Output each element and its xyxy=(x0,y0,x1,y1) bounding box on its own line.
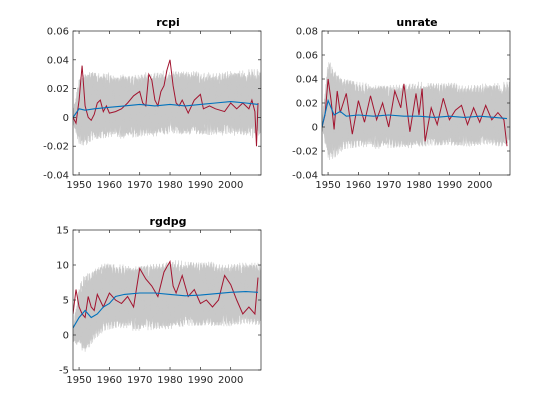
series-simulation-draws xyxy=(73,69,261,146)
y-tick-label: 5 xyxy=(63,296,69,307)
y-tick-label: 0.04 xyxy=(47,55,69,66)
simulation-draw-line xyxy=(322,80,510,148)
y-tick-label: -5 xyxy=(59,366,69,377)
x-tick-label: 2000 xyxy=(218,180,243,191)
series-mean-line xyxy=(73,291,259,329)
series-mean-line xyxy=(322,98,508,128)
x-tick-label: 2000 xyxy=(218,375,243,386)
y-tick-label: 0 xyxy=(312,123,318,134)
series-actual-line xyxy=(322,78,508,147)
series-mean-line xyxy=(73,101,259,118)
y-tick-label: -0.04 xyxy=(43,171,69,182)
x-tick-label: 1990 xyxy=(188,375,213,386)
subplot-title: unrate xyxy=(396,16,437,29)
x-tick-label: 1970 xyxy=(127,180,152,191)
series-simulation-draws xyxy=(322,62,510,161)
y-tick-label: 0 xyxy=(63,331,69,342)
y-tick-label: 0.02 xyxy=(47,84,69,95)
x-tick-label: 1970 xyxy=(127,375,152,386)
x-tick-label: 1950 xyxy=(66,375,91,386)
series-simulation-draws xyxy=(73,260,261,352)
y-tick-label: 0.04 xyxy=(296,75,318,86)
y-tick-label: -0.02 xyxy=(292,147,318,158)
subplot-title: rcpi xyxy=(156,16,180,29)
plot-area xyxy=(73,259,261,352)
series-actual-line xyxy=(73,259,259,319)
plot-area xyxy=(73,59,261,147)
x-tick-label: 1970 xyxy=(376,180,401,191)
y-tick-label: 10 xyxy=(56,261,69,272)
y-tick-label: -0.02 xyxy=(43,142,69,153)
x-tick-label: 1960 xyxy=(346,180,371,191)
x-tick-label: 1990 xyxy=(188,180,213,191)
subplot-rgdpg: rgdpg 1950 1960 1970 1980 1990 2000 -5 0 5 10 15 xyxy=(56,215,262,386)
x-tick-label: 1980 xyxy=(157,375,182,386)
x-tick-label: 1990 xyxy=(437,180,462,191)
subplot-rcpi: rcpi 1950 1960 1970 1980 1990 2000 -0.04 -0.02 0… xyxy=(43,16,262,191)
x-tick-label: 1960 xyxy=(97,375,122,386)
x-tick-label: 1980 xyxy=(157,180,182,191)
subplot-unrate: unrate 1950 1960 1970 1980 1990 2000 -0.04 -0.0… xyxy=(292,16,511,191)
y-tick-label: 15 xyxy=(56,226,69,237)
y-tick-label: 0.08 xyxy=(296,27,318,38)
y-tick-label: 0 xyxy=(63,113,69,124)
y-tick-label: 0.02 xyxy=(296,99,318,110)
x-tick-label: 1980 xyxy=(406,180,431,191)
subplot-title: rgdpg xyxy=(150,215,187,228)
axes-frame xyxy=(72,30,262,176)
x-tick-label: 1950 xyxy=(315,180,340,191)
x-tick-label: 2000 xyxy=(467,180,492,191)
y-tick-label: 0.06 xyxy=(296,51,318,62)
plot-area xyxy=(322,62,510,161)
y-tick-label: -0.04 xyxy=(292,171,318,182)
simulation-draw-line xyxy=(73,264,261,345)
x-tick-label: 1950 xyxy=(66,180,91,191)
x-tick-label: 1960 xyxy=(97,180,122,191)
y-tick-label: 0.06 xyxy=(47,27,69,38)
